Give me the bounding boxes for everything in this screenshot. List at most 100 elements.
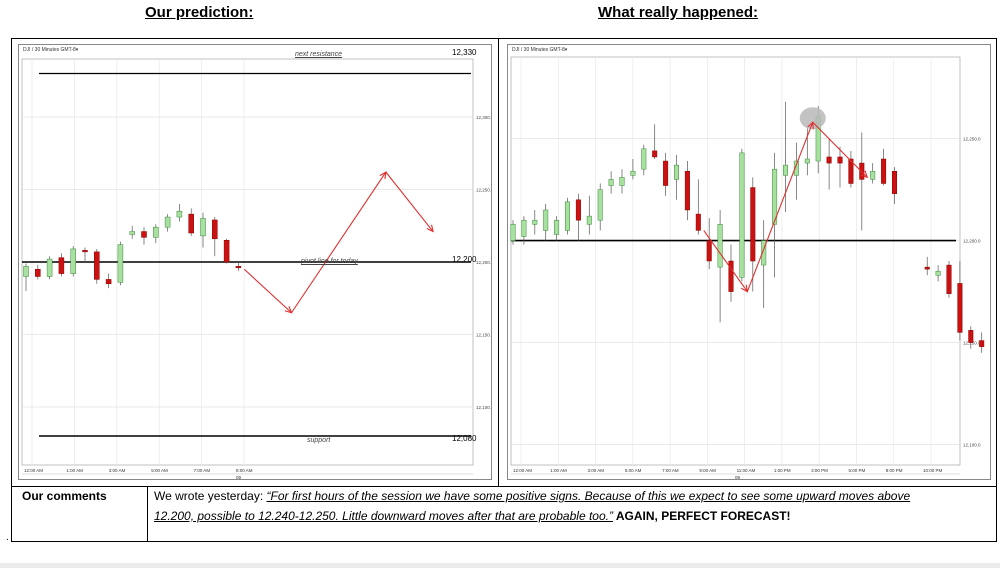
candle-down <box>223 240 230 263</box>
candle-up <box>717 224 723 268</box>
candle-down <box>105 279 112 284</box>
candle-down <box>924 266 930 270</box>
candle-down <box>848 158 854 184</box>
arrow-segment <box>385 171 434 232</box>
comments-verdict: AGAIN, PERFECT FORECAST! <box>612 509 791 523</box>
candle-down <box>684 170 690 211</box>
candle-down <box>94 251 100 280</box>
candle-up <box>176 211 183 218</box>
prediction-chart: DJI / 30 Minutes GMT-8▾ 12,300.0 12,250.0… <box>18 44 492 480</box>
support-label: support <box>307 437 331 444</box>
time-tick-label: 1:00 AM <box>66 468 83 473</box>
candle-up <box>554 219 560 235</box>
price-tick-label: 12,250.0 <box>476 188 491 193</box>
time-tick-label: 5:00 AM <box>151 468 168 473</box>
arrow-head <box>860 170 869 179</box>
time-tick-label: 9:00 AM <box>699 468 716 473</box>
arrow-segment <box>746 122 814 292</box>
arrow-segment <box>291 171 387 314</box>
price-tick-label: 12,200.0 <box>476 260 491 265</box>
candle-down <box>946 264 952 294</box>
time-tick-label: 7:00 AM <box>662 468 679 473</box>
arrow-head <box>426 224 434 233</box>
price-tick-label: 12,200.0 <box>963 239 981 244</box>
time-tick-label: 8:00 AM <box>236 468 253 473</box>
candle-down <box>968 330 974 343</box>
support-value: 12,080 <box>452 434 477 443</box>
candle-down <box>957 283 963 333</box>
comments-text: We wrote yesterday: “For first hours of … <box>154 486 990 526</box>
candle-up <box>597 189 603 221</box>
prediction-header: Our prediction: <box>145 4 254 21</box>
candle-up <box>772 168 778 225</box>
candle-up <box>521 219 527 237</box>
candle-up <box>739 152 745 278</box>
candle-up <box>870 170 876 180</box>
price-tick-label: 12,150.0 <box>963 341 981 346</box>
comments-column-divider <box>147 486 148 542</box>
pivot-value: 12,200 <box>452 255 477 264</box>
time-tick-label: 5:00 AM <box>625 468 642 473</box>
plot-area <box>510 56 961 466</box>
time-tick-label: 12:00 AM <box>24 468 43 473</box>
candle-down <box>881 158 887 184</box>
content-frame <box>11 38 997 542</box>
price-tick-label: 12,100.0 <box>963 443 981 448</box>
highlight-circle <box>799 107 826 130</box>
candle-down <box>652 150 658 158</box>
comments-quote-line1: “For first hours of the session we have … <box>266 489 911 503</box>
candle-up <box>783 164 788 176</box>
time-tick-label: 10:00 PM <box>923 468 943 473</box>
arrow-segment <box>812 121 868 178</box>
arrow-head <box>740 284 749 293</box>
price-tick-label: 12,100.0 <box>476 405 491 410</box>
time-tick-label: 5:00 PM <box>848 468 865 473</box>
candle-up <box>164 216 171 228</box>
candle-down <box>892 170 897 194</box>
candle-up <box>565 201 570 231</box>
actual-header: What really happened: <box>598 4 759 21</box>
time-tick-label: 11:00 AM <box>737 468 756 473</box>
candle-up <box>641 148 647 170</box>
time-tick-label: 12:00 AM <box>513 468 532 473</box>
candle-up <box>793 160 799 176</box>
candle-down <box>82 250 88 253</box>
candle-up <box>510 224 516 241</box>
candle-up <box>117 244 124 283</box>
price-tick-label: 12,250.0 <box>963 137 981 142</box>
stray-dot: . <box>6 532 9 543</box>
actual-chart-title: DJI / 30 Minutes GMT-8▾ <box>512 47 568 53</box>
time-tick-label: 3:00 AM <box>588 468 605 473</box>
arrow-segment <box>703 230 748 292</box>
resistance-value: 12,330 <box>452 48 477 57</box>
candle-down <box>188 213 194 234</box>
candle-down <box>575 199 581 221</box>
candle-up <box>619 177 625 186</box>
pivot-label: pivot line for today <box>301 258 358 265</box>
candle-up <box>586 215 592 225</box>
candle-down <box>837 156 843 164</box>
column-divider <box>498 38 499 486</box>
candle-down <box>826 156 832 164</box>
comments-quote-line2: 12.200, possible to 12.240-12.250. Littl… <box>154 509 613 523</box>
actual-chart: DJI / 30 Minutes GMT-8▾ 12,250.0 12,200.0… <box>507 44 991 480</box>
candle-down <box>235 266 242 269</box>
price-tick-label: 12,150.0 <box>476 333 491 338</box>
candle-down <box>212 219 218 240</box>
time-tick-label: 7:00 AM <box>194 468 211 473</box>
candle-up <box>804 158 810 164</box>
time-tick-label: 8:00 PM <box>886 468 903 473</box>
comments-divider <box>11 486 997 487</box>
candle-up <box>23 266 29 277</box>
candle-down <box>58 257 65 274</box>
date-label: 09 <box>735 475 741 479</box>
candle-up <box>153 226 159 238</box>
candle-down <box>695 213 701 231</box>
candle-down <box>979 340 985 347</box>
candle-down <box>750 187 756 262</box>
candle-up <box>935 270 941 276</box>
candle-up <box>46 258 53 277</box>
price-tick-label: 12,300.0 <box>476 115 491 120</box>
candle-down <box>728 260 734 292</box>
candle-up <box>543 209 549 231</box>
